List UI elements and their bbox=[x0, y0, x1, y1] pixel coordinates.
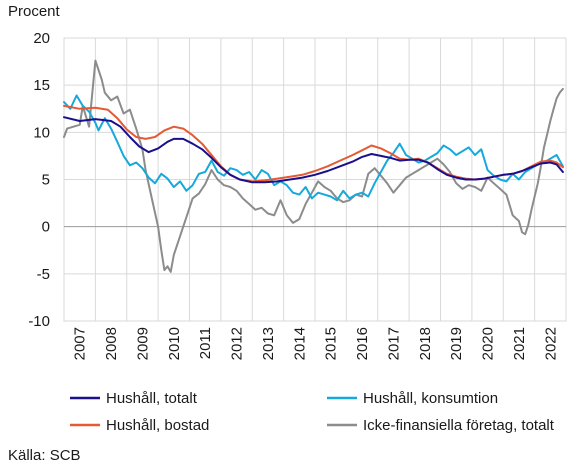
y-tick-label: -10 bbox=[28, 313, 50, 330]
x-tick-label: 2010 bbox=[166, 327, 183, 360]
x-tick-label: 2020 bbox=[480, 327, 497, 360]
series-line-1 bbox=[63, 94, 564, 202]
legend: Hushåll, totalt Hushåll, konsumtion Hushål… bbox=[70, 390, 555, 434]
x-axis-tick-labels: 2007 2008 2009 2010 2011 2012 2013 2014 2015 2016… bbox=[72, 327, 560, 360]
y-axis-tick-labels: -10 -5 0 5 10 15 20 bbox=[28, 30, 50, 330]
x-tick-label: 2009 bbox=[134, 327, 151, 360]
legend-label: Hushåll, totalt bbox=[106, 390, 198, 407]
x-tick-label: 2021 bbox=[511, 327, 528, 360]
y-axis-unit-label: Procent bbox=[8, 3, 61, 20]
series-line-0 bbox=[63, 116, 564, 184]
legend-label: Icke-finansiella företag, totalt bbox=[363, 417, 555, 434]
x-tick-label: 2022 bbox=[542, 327, 559, 360]
x-tick-label: 2015 bbox=[323, 327, 340, 360]
x-tick-label: 2008 bbox=[103, 327, 120, 360]
x-tick-label: 2013 bbox=[260, 327, 277, 360]
x-tick-label: 2012 bbox=[229, 327, 246, 360]
y-tick-label: 20 bbox=[33, 30, 50, 47]
x-tick-label: 2007 bbox=[72, 327, 89, 360]
y-tick-label: -5 bbox=[37, 266, 50, 283]
legend-label: Hushåll, bostad bbox=[106, 417, 209, 434]
x-tick-label: 2017 bbox=[385, 327, 402, 360]
y-tick-label: 10 bbox=[33, 124, 50, 141]
x-tick-label: 2014 bbox=[291, 327, 308, 360]
y-tick-label: 0 bbox=[42, 219, 50, 236]
y-tick-label: 15 bbox=[33, 77, 50, 94]
source-note: Källa: SCB bbox=[8, 447, 81, 464]
legend-label: Hushåll, konsumtion bbox=[363, 390, 498, 407]
series-lines bbox=[63, 59, 564, 273]
x-tick-label: 2016 bbox=[354, 327, 371, 360]
x-tick-label: 2018 bbox=[417, 327, 434, 360]
x-tick-label: 2019 bbox=[448, 327, 465, 360]
x-tick-label: 2011 bbox=[197, 327, 214, 359]
y-tick-label: 5 bbox=[42, 172, 50, 189]
